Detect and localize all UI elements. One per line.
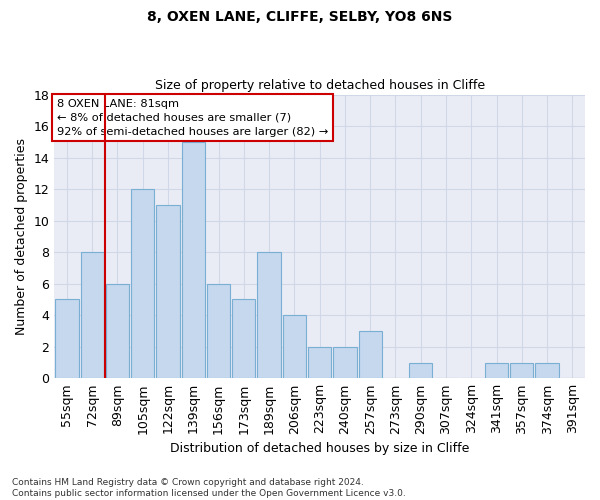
- Bar: [157, 205, 179, 378]
- Bar: [283, 316, 306, 378]
- Text: 8 OXEN LANE: 81sqm
← 8% of detached houses are smaller (7)
92% of semi-detached : 8 OXEN LANE: 81sqm ← 8% of detached hous…: [57, 99, 328, 137]
- Bar: [535, 362, 559, 378]
- Title: Size of property relative to detached houses in Cliffe: Size of property relative to detached ho…: [155, 79, 485, 92]
- Bar: [359, 331, 382, 378]
- Text: 8, OXEN LANE, CLIFFE, SELBY, YO8 6NS: 8, OXEN LANE, CLIFFE, SELBY, YO8 6NS: [148, 10, 452, 24]
- Y-axis label: Number of detached properties: Number of detached properties: [15, 138, 28, 335]
- Bar: [207, 284, 230, 378]
- Bar: [409, 362, 433, 378]
- Bar: [232, 300, 256, 378]
- Bar: [308, 347, 331, 378]
- Bar: [106, 284, 129, 378]
- Bar: [257, 252, 281, 378]
- Bar: [55, 300, 79, 378]
- Bar: [131, 189, 154, 378]
- X-axis label: Distribution of detached houses by size in Cliffe: Distribution of detached houses by size …: [170, 442, 469, 455]
- Bar: [485, 362, 508, 378]
- Bar: [182, 142, 205, 378]
- Text: Contains HM Land Registry data © Crown copyright and database right 2024.
Contai: Contains HM Land Registry data © Crown c…: [12, 478, 406, 498]
- Bar: [80, 252, 104, 378]
- Bar: [333, 347, 356, 378]
- Bar: [510, 362, 533, 378]
